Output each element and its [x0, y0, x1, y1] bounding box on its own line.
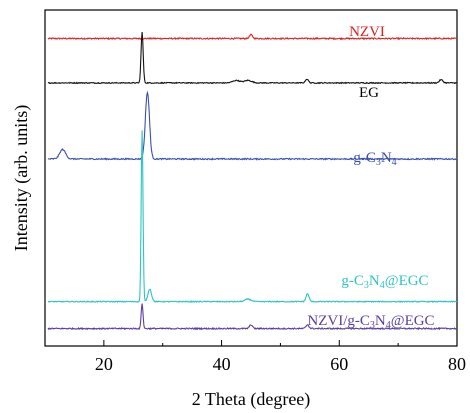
x-ticks: 20 40 60 80 — [44, 340, 466, 374]
x-tick-label: 60 — [330, 354, 348, 374]
plot-frame — [44, 9, 458, 347]
series-labels: NZVI EG g-C3N4 g-C3N4@EGC NZVI/g-C3N4@EGC — [307, 24, 434, 331]
series-label-3: g-C3N4 — [353, 150, 396, 168]
series-line-5 — [47, 303, 458, 331]
series-label-2: EG — [359, 85, 379, 101]
series-line-3 — [47, 90, 458, 161]
series-layer — [47, 32, 458, 331]
x-tick-label: 20 — [95, 354, 113, 374]
series-line-2 — [47, 32, 458, 85]
x-tick-label: 40 — [213, 354, 231, 374]
series-line-4 — [47, 130, 458, 304]
x-tick-label: 80 — [448, 354, 466, 374]
series-line-1 — [47, 33, 458, 41]
y-axis-label: Intensity (arb. units) — [11, 105, 32, 251]
series-label-1: NZVI — [349, 24, 385, 40]
series-label-5: NZVI/g-C3N4@EGC — [307, 313, 434, 331]
x-axis-label: 2 Theta (degree) — [192, 389, 311, 410]
series-label-4: g-C3N4@EGC — [341, 273, 428, 291]
